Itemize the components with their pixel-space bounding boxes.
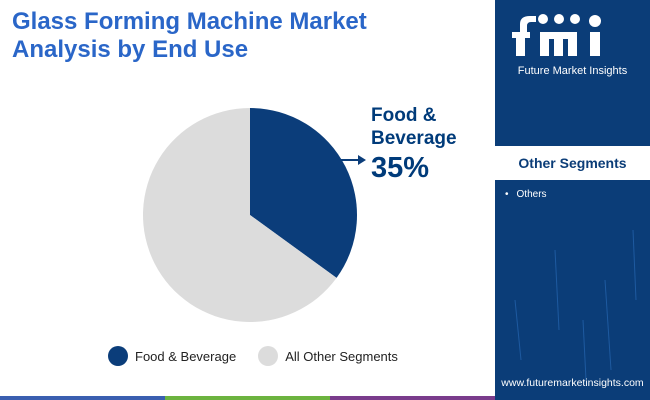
- legend-item-food-beverage: Food & Beverage: [108, 346, 236, 366]
- chart-area: Glass Forming Machine Market Analysis by…: [0, 8, 495, 400]
- page-title: Glass Forming Machine Market Analysis by…: [12, 8, 482, 64]
- callout-arrow: [339, 155, 366, 165]
- chart-legend: Food & Beverage All Other Segments: [108, 346, 420, 366]
- title-line-1: Glass Forming Machine Market: [12, 8, 367, 35]
- slice-callout: Food & Beverage 35%: [371, 104, 457, 185]
- callout-label-line-2: Beverage: [371, 128, 457, 149]
- logo-text: Future Market Insights: [517, 65, 628, 77]
- legend-item-other-segments: All Other Segments: [258, 346, 398, 366]
- pie-slice-food-beverage: [250, 108, 358, 278]
- segment-list: Others: [505, 188, 547, 202]
- title-line-2: Analysis by End Use: [12, 36, 249, 63]
- segment-item-others: Others: [505, 188, 547, 202]
- legend-label-food-beverage: Food & Beverage: [135, 348, 237, 364]
- legend-swatch-other-segments: [258, 346, 279, 366]
- accent-bar-segment: [0, 396, 165, 400]
- accent-bar-segment: [165, 396, 330, 400]
- website-url: www.futuremarketinsights.com: [501, 377, 644, 389]
- fmi-logo-mark: [512, 14, 601, 56]
- callout-value: 35%: [371, 152, 430, 184]
- callout-label-line-1: Food &: [371, 105, 437, 126]
- legend-swatch-food-beverage: [108, 346, 128, 366]
- fmi-logo: Future Market Insights: [495, 10, 650, 77]
- pie-slice-all-other-segments: [143, 108, 337, 322]
- accent-bar: [0, 396, 495, 400]
- legend-label-other-segments: All Other Segments: [285, 348, 398, 364]
- accent-bar-segment: [330, 396, 495, 400]
- pie-chart: [143, 108, 366, 322]
- other-segments-heading: Other Segments: [495, 146, 650, 180]
- sidebar: Future Market Insights Other Segments Ot…: [495, 0, 650, 400]
- sidebar-texture: [514, 229, 637, 381]
